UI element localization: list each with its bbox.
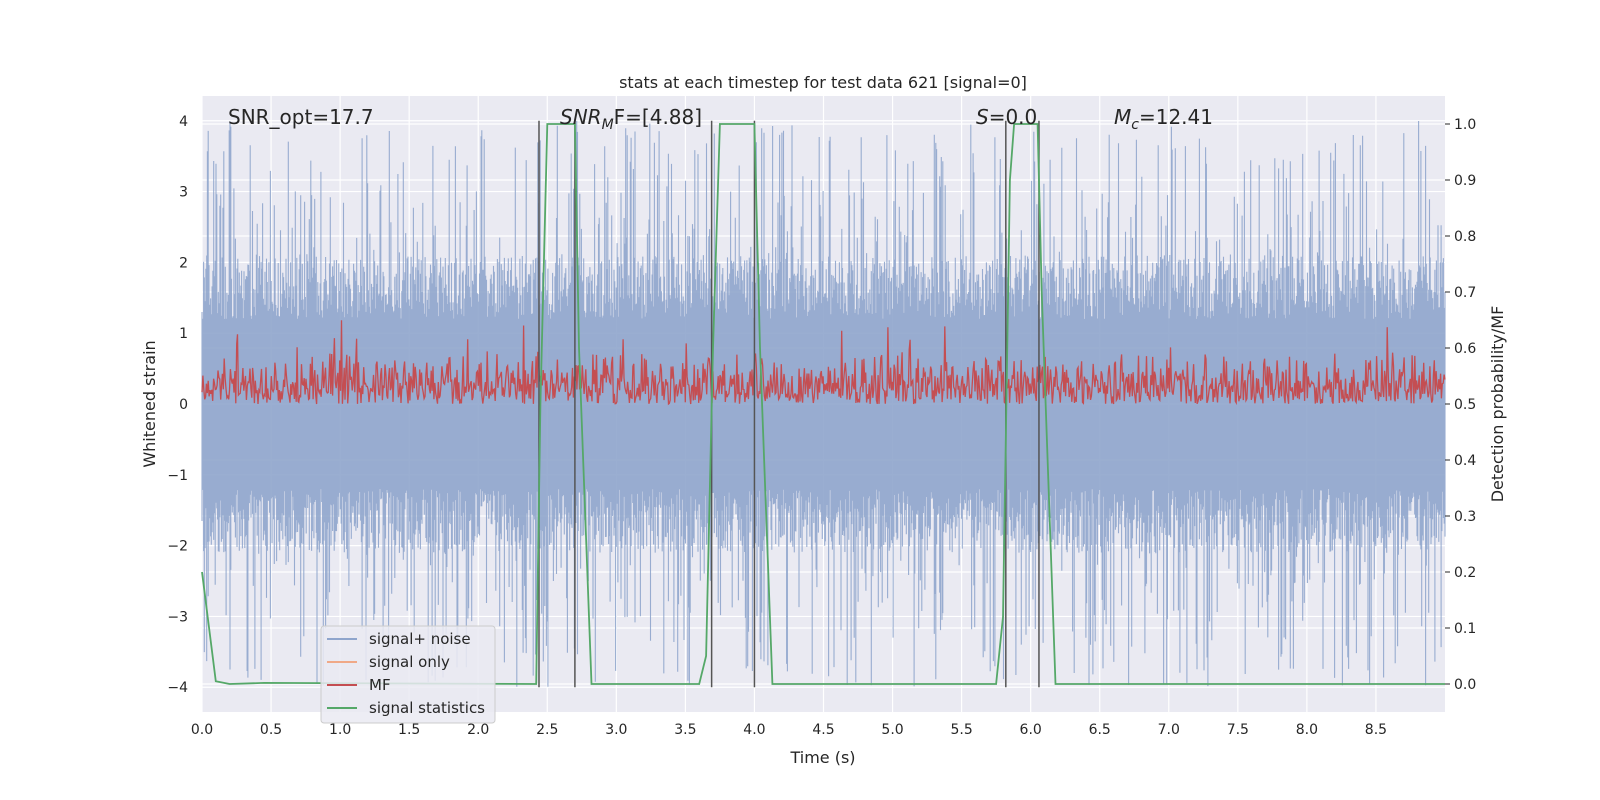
x-tick-label: 6.5 bbox=[1089, 722, 1111, 738]
y-axis-label: Whitened strain bbox=[140, 340, 159, 467]
y-right-tick-label: 0.8 bbox=[1454, 229, 1476, 245]
x-axis-label: Time (s) bbox=[789, 748, 855, 767]
legend-label-signal-statistics: signal statistics bbox=[369, 699, 485, 717]
legend-label-mf: MF bbox=[369, 676, 391, 694]
y-tick-label: 3 bbox=[179, 185, 188, 201]
x-tick-label: 5.0 bbox=[881, 722, 903, 738]
x-tick-label: 7.0 bbox=[1158, 722, 1180, 738]
legend-box bbox=[320, 625, 496, 724]
y-right-tick-label: 0.2 bbox=[1454, 565, 1476, 581]
mc-value: =12.41 bbox=[1139, 105, 1213, 129]
s-value: =0.0 bbox=[989, 105, 1038, 129]
y-tick-label: 0 bbox=[179, 397, 188, 413]
axis-ticks: 0.0 0.5 1.0 1.5 2.0 2.5 3.0 3.5 4.0 4.5 5.0 5.5 6.0 6… bbox=[167, 114, 1476, 738]
y-tick-label: 4 bbox=[179, 114, 188, 130]
signal-statistics-line bbox=[201, 123, 1445, 685]
x-tick-label: 8.5 bbox=[1365, 722, 1387, 738]
x-tick-label: 2.0 bbox=[467, 722, 489, 738]
mc-symbol: M bbox=[1114, 105, 1131, 129]
y-right-tick-label: 0.9 bbox=[1454, 173, 1476, 189]
legend-label-signal-noise: signal+ noise bbox=[369, 630, 471, 648]
x-tick-label: 0.5 bbox=[260, 722, 282, 738]
y-right-tick-label: 0.6 bbox=[1454, 341, 1476, 357]
x-tick-label: 4.0 bbox=[743, 722, 765, 738]
y-tick-label: −2 bbox=[167, 539, 188, 555]
mf-series bbox=[201, 320, 1446, 406]
x-tick-label: 8.0 bbox=[1296, 722, 1318, 738]
annotation-snr-opt: SNR_opt=17.7 bbox=[228, 105, 374, 129]
y-right-tick-label: 0.0 bbox=[1454, 677, 1476, 693]
annotation-s: S=0.0 bbox=[976, 105, 1037, 129]
y-tick-label: −1 bbox=[167, 468, 188, 484]
snr-mf-symbol: SNR bbox=[560, 105, 602, 129]
x-tick-label: 7.5 bbox=[1227, 722, 1249, 738]
y-tick-label: −3 bbox=[167, 609, 188, 625]
y-right-tick-label: 0.3 bbox=[1454, 509, 1476, 525]
y-tick-label: −4 bbox=[167, 680, 188, 696]
y-right-tick-label: 0.4 bbox=[1454, 453, 1476, 469]
mc-subscript: c bbox=[1131, 117, 1139, 133]
x-tick-label: 5.5 bbox=[950, 722, 972, 738]
y-right-tick-label: 1.0 bbox=[1454, 117, 1476, 133]
signal-statistics-series bbox=[201, 123, 1445, 685]
x-tick-label: 6.0 bbox=[1020, 722, 1042, 738]
x-tick-label: 1.0 bbox=[329, 722, 351, 738]
x-tick-label: 0.0 bbox=[191, 722, 213, 738]
s-symbol: S bbox=[976, 105, 989, 129]
legend-label-signal-only: signal only bbox=[369, 653, 450, 671]
x-tick-label: 2.5 bbox=[536, 722, 558, 738]
chart-title: stats at each timestep for test data 621… bbox=[619, 73, 1027, 92]
x-tick-label: 3.0 bbox=[605, 722, 627, 738]
annotation-snr-mf: SNRMF=[4.88] bbox=[560, 105, 702, 133]
snr-mf-value: F=[4.88] bbox=[614, 105, 702, 129]
annotation-mc: Mc=12.41 bbox=[1114, 105, 1213, 133]
y-right-tick-label: 0.7 bbox=[1454, 285, 1476, 301]
y-right-tick-label: 0.5 bbox=[1454, 397, 1476, 413]
y-right-axis-label: Detection probability/MF bbox=[1488, 306, 1507, 503]
x-tick-label: 4.5 bbox=[812, 722, 834, 738]
x-tick-label: 1.5 bbox=[398, 722, 420, 738]
x-tick-label: 3.5 bbox=[674, 722, 696, 738]
y-tick-label: 1 bbox=[179, 326, 188, 342]
mf-line bbox=[201, 320, 1446, 406]
y-tick-label: 2 bbox=[179, 255, 188, 271]
snr-mf-subscript: M bbox=[602, 117, 614, 133]
y-right-tick-label: 0.1 bbox=[1454, 621, 1476, 637]
legend: signal+ noise signal only MF signal stat… bbox=[320, 625, 496, 724]
